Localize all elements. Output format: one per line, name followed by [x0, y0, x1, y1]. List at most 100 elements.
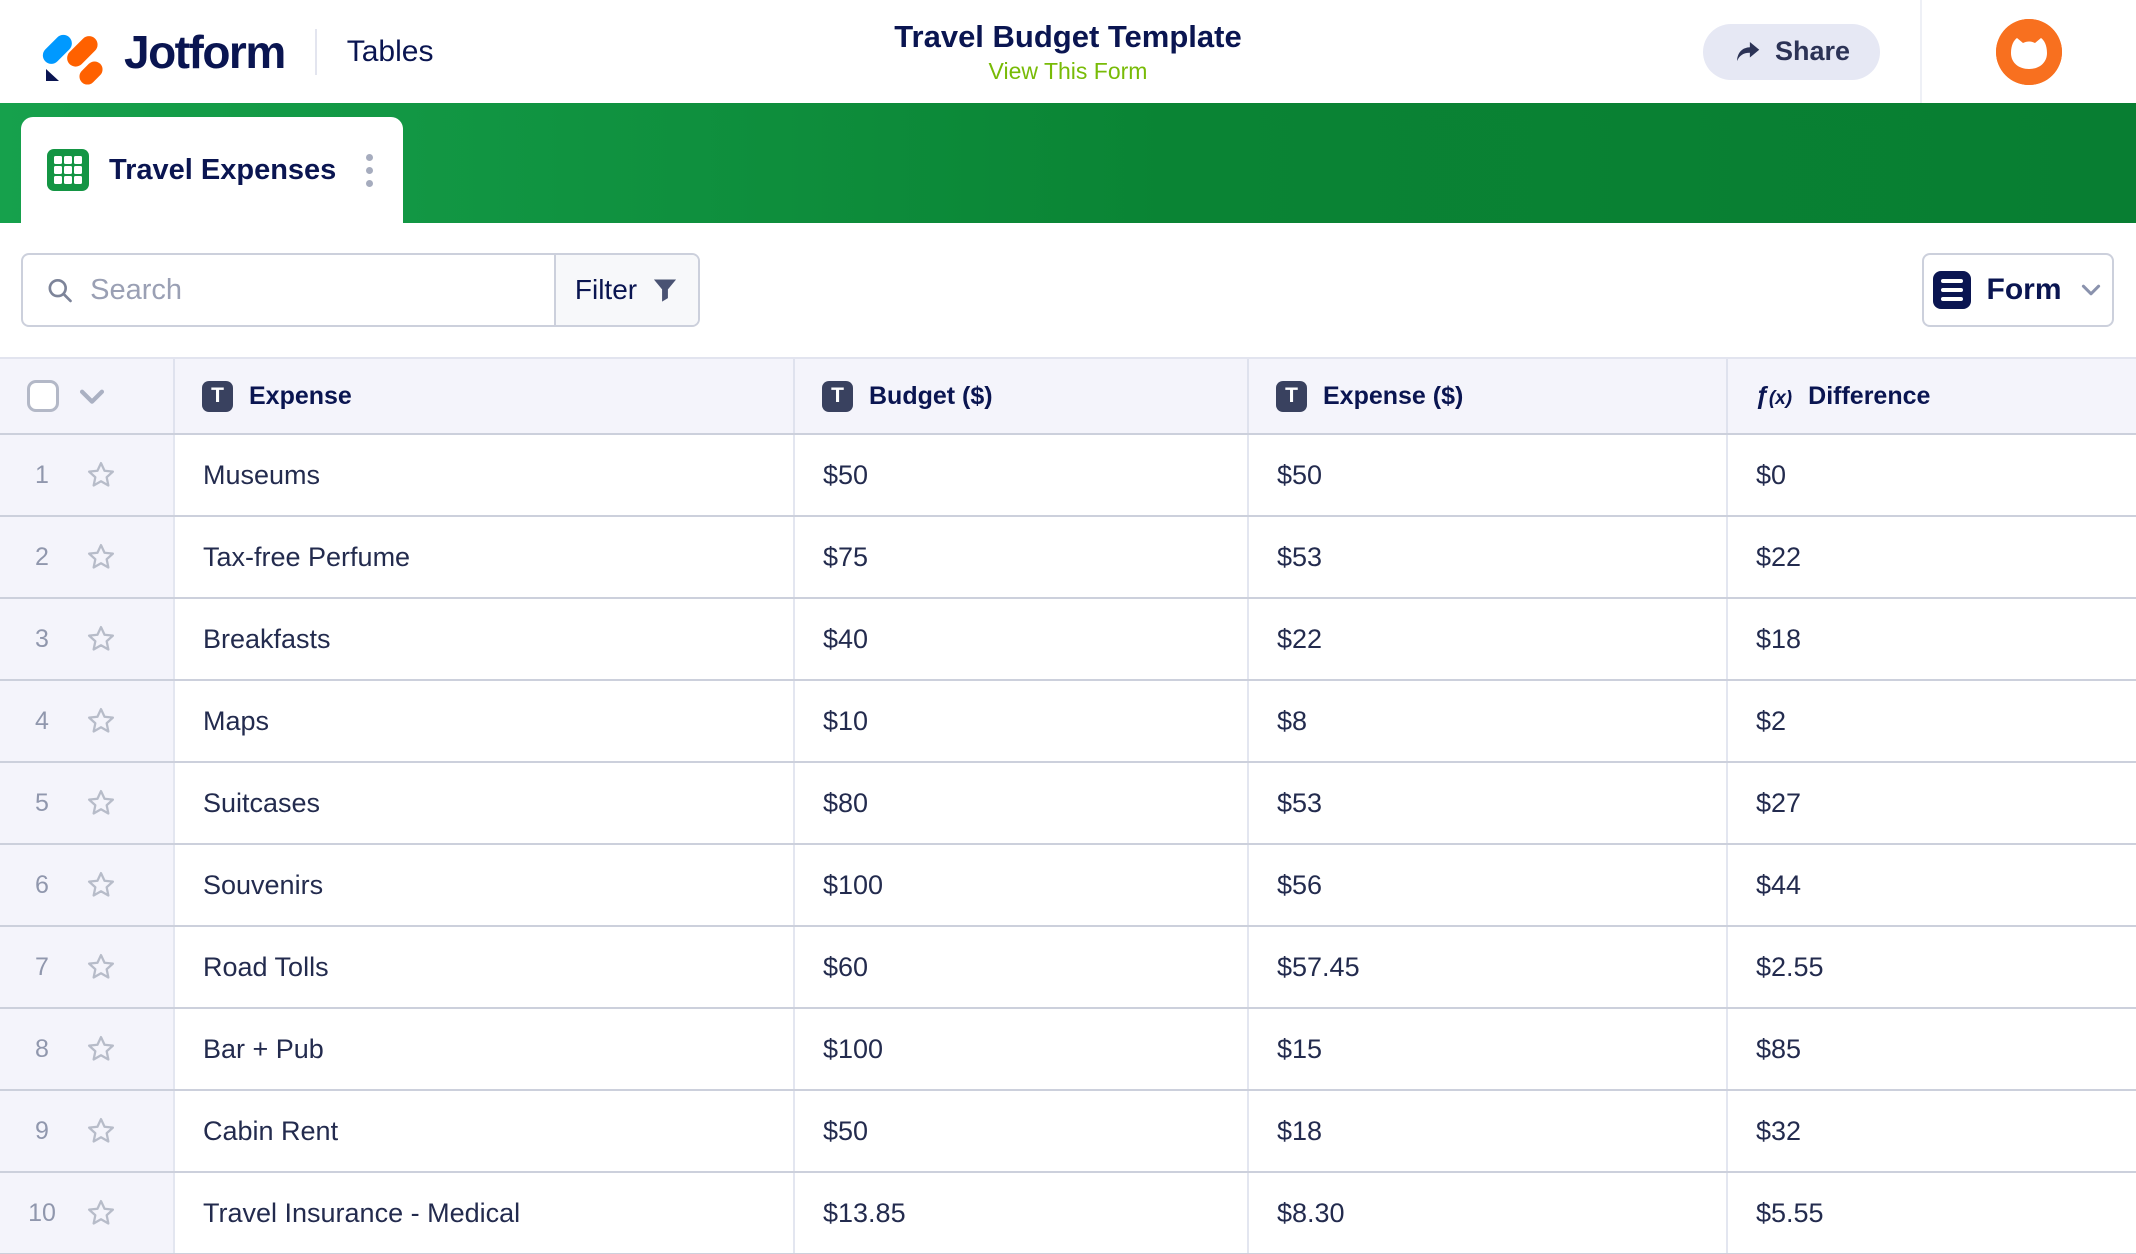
sheet-tab-bar: Travel Expenses — [0, 103, 2136, 223]
cell-budget[interactable]: $13.85 — [793, 1173, 1247, 1253]
share-button[interactable]: Share — [1702, 23, 1880, 80]
table-row: 7 Road Tolls $60 $57.45 $2.55 — [0, 927, 2136, 1009]
cell-spent[interactable]: $50 — [1247, 435, 1726, 515]
cell-budget[interactable]: $10 — [793, 681, 1247, 761]
cell-difference[interactable]: $44 — [1726, 845, 2136, 925]
row-number: 2 — [35, 542, 49, 571]
page-title-area: Travel Budget Template View This Form — [718, 18, 1418, 86]
star-icon[interactable] — [84, 1032, 118, 1066]
cell-difference[interactable]: $2 — [1726, 681, 2136, 761]
column-header-expense[interactable]: T Expense — [173, 359, 793, 433]
row-gutter: 2 — [0, 517, 173, 597]
cell-difference[interactable]: $5.55 — [1726, 1173, 2136, 1253]
tab-label: Travel Expenses — [109, 153, 337, 186]
row-gutter: 9 — [0, 1091, 173, 1171]
cell-spent[interactable]: $56 — [1247, 845, 1726, 925]
cell-budget[interactable]: $80 — [793, 763, 1247, 843]
cell-difference[interactable]: $27 — [1726, 763, 2136, 843]
cell-difference[interactable]: $32 — [1726, 1091, 2136, 1171]
cell-spent[interactable]: $8.30 — [1247, 1173, 1726, 1253]
column-header-difference[interactable]: ƒ(x) Difference — [1726, 359, 2136, 433]
form-view-icon — [1932, 271, 1971, 309]
column-header-expense-amount[interactable]: T Expense ($) — [1247, 359, 1726, 433]
cell-budget[interactable]: $50 — [793, 1091, 1247, 1171]
cell-spent[interactable]: $57.45 — [1247, 927, 1726, 1007]
star-icon[interactable] — [84, 458, 118, 492]
cell-difference[interactable]: $22 — [1726, 517, 2136, 597]
table-row: 2 Tax-free Perfume $75 $53 $22 — [0, 517, 2136, 599]
cell-budget[interactable]: $100 — [793, 1009, 1247, 1089]
page-title: Travel Budget Template — [894, 18, 1242, 54]
brand-name[interactable]: Jotform — [124, 25, 286, 78]
row-gutter: 6 — [0, 845, 173, 925]
chevron-down-icon[interactable] — [75, 379, 109, 413]
cell-expense[interactable]: Maps — [173, 681, 793, 761]
search-input[interactable] — [90, 273, 554, 307]
filter-button-label: Filter — [574, 274, 638, 305]
table-row: 5 Suitcases $80 $53 $27 — [0, 763, 2136, 845]
cell-budget[interactable]: $50 — [793, 435, 1247, 515]
cell-budget[interactable]: $40 — [793, 599, 1247, 679]
cell-spent[interactable]: $53 — [1247, 517, 1726, 597]
jotform-logo-icon[interactable] — [42, 19, 108, 85]
row-number: 1 — [35, 460, 49, 489]
cell-budget[interactable]: $60 — [793, 927, 1247, 1007]
star-icon[interactable] — [84, 950, 118, 984]
star-icon[interactable] — [84, 622, 118, 656]
star-icon[interactable] — [84, 704, 118, 738]
row-gutter: 4 — [0, 681, 173, 761]
cell-difference[interactable]: $0 — [1726, 435, 2136, 515]
search-field[interactable] — [23, 255, 554, 325]
cell-spent[interactable]: $18 — [1247, 1091, 1726, 1171]
tab-travel-expenses[interactable]: Travel Expenses — [21, 117, 404, 223]
star-icon[interactable] — [84, 1114, 118, 1148]
cell-expense[interactable]: Museums — [173, 435, 793, 515]
table-row: 8 Bar + Pub $100 $15 $85 — [0, 1009, 2136, 1091]
star-icon[interactable] — [84, 868, 118, 902]
cell-spent[interactable]: $15 — [1247, 1009, 1726, 1089]
cell-spent[interactable]: $22 — [1247, 599, 1726, 679]
cell-budget[interactable]: $75 — [793, 517, 1247, 597]
formula-icon: ƒ(x) — [1755, 381, 1793, 410]
form-view-button[interactable]: Form — [1922, 253, 2114, 327]
text-field-icon: T — [1276, 380, 1307, 412]
cell-difference[interactable]: $2.55 — [1726, 927, 2136, 1007]
star-icon[interactable] — [84, 540, 118, 574]
cell-difference[interactable]: $85 — [1726, 1009, 2136, 1089]
cell-expense[interactable]: Suitcases — [173, 763, 793, 843]
filter-button[interactable]: Filter — [554, 255, 698, 325]
cell-expense[interactable]: Road Tolls — [173, 927, 793, 1007]
table-row: 1 Museums $50 $50 $0 — [0, 435, 2136, 517]
row-number: 4 — [35, 706, 49, 735]
brand-divider — [314, 28, 317, 75]
search-icon — [48, 278, 72, 303]
tab-options-kebab-icon[interactable] — [362, 148, 377, 193]
cell-expense[interactable]: Bar + Pub — [173, 1009, 793, 1089]
select-all-checkbox[interactable] — [27, 380, 59, 412]
cell-expense[interactable]: Travel Insurance - Medical — [173, 1173, 793, 1253]
table-header-row: T Expense T Budget ($) T Expense ($) ƒ(x… — [0, 359, 2136, 435]
table-row: 4 Maps $10 $8 $2 — [0, 681, 2136, 763]
row-gutter: 8 — [0, 1009, 173, 1089]
row-gutter: 1 — [0, 435, 173, 515]
cell-difference[interactable]: $18 — [1726, 599, 2136, 679]
search-group: Filter — [21, 253, 700, 327]
column-header-budget[interactable]: T Budget ($) — [793, 359, 1247, 433]
star-icon[interactable] — [84, 1196, 118, 1230]
row-number: 6 — [35, 870, 49, 899]
avatar[interactable] — [1996, 18, 2062, 85]
cell-budget[interactable]: $100 — [793, 845, 1247, 925]
star-icon[interactable] — [84, 786, 118, 820]
product-name: Tables — [346, 34, 434, 68]
cell-expense[interactable]: Souvenirs — [173, 845, 793, 925]
cell-expense[interactable]: Cabin Rent — [173, 1091, 793, 1171]
data-table: T Expense T Budget ($) T Expense ($) ƒ(x… — [0, 357, 2136, 1254]
cell-spent[interactable]: $8 — [1247, 681, 1726, 761]
cell-expense[interactable]: Breakfasts — [173, 599, 793, 679]
table-row: 10 Travel Insurance - Medical $13.85 $8.… — [0, 1173, 2136, 1254]
cell-expense[interactable]: Tax-free Perfume — [173, 517, 793, 597]
cell-spent[interactable]: $53 — [1247, 763, 1726, 843]
view-this-form-link[interactable]: View This Form — [988, 58, 1148, 85]
header-right: Share — [1702, 0, 2136, 103]
row-number: 5 — [35, 788, 49, 817]
